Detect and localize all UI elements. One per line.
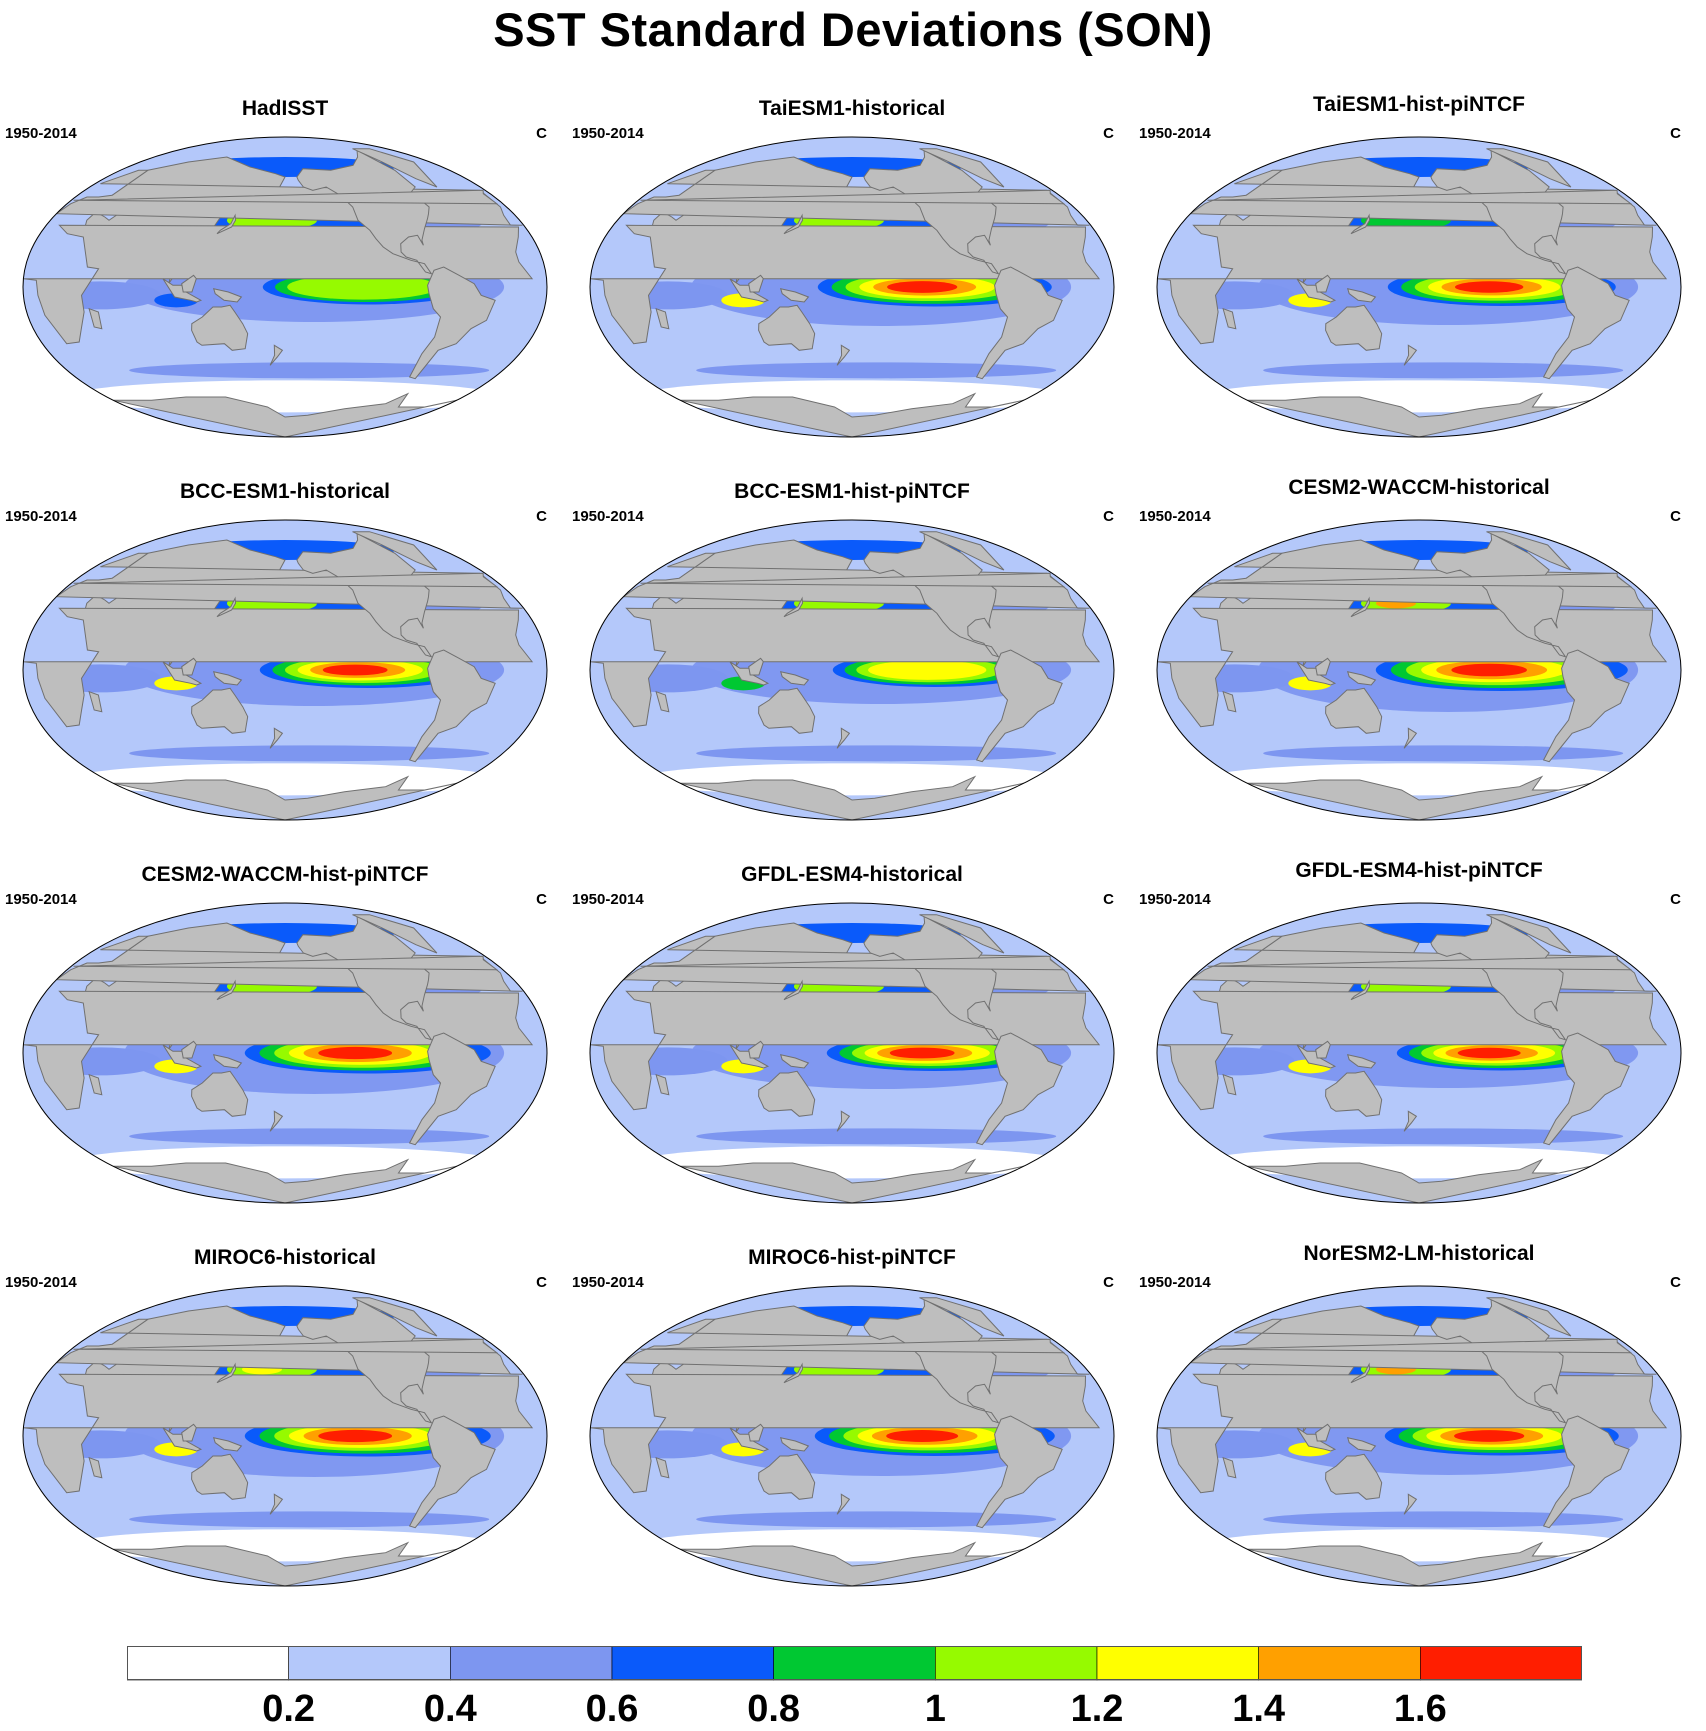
world-map: [22, 902, 548, 1204]
map-panel: TaiESM1-historical 1950-2014 C: [572, 97, 1132, 477]
panel-units-label: C: [1670, 891, 1681, 908]
panel-period-label: 1950-2014: [5, 1274, 77, 1291]
world-map: [22, 1285, 548, 1587]
world-map: [589, 902, 1115, 1204]
panel-units-label: C: [1103, 125, 1114, 142]
panel-title: MIROC6-historical: [193, 1246, 377, 1269]
sst-field: [1157, 137, 1681, 437]
map-panel: GFDL-ESM4-historical 1950-2014 C: [572, 863, 1132, 1243]
panel-title: CESM2-WACCM-historical: [1288, 476, 1550, 499]
sst-field: [23, 1286, 547, 1586]
colorbar: [127, 1646, 1582, 1681]
world-map: [1156, 1285, 1682, 1587]
main-title: SST Standard Deviations (SON): [493, 3, 1213, 56]
colorbar-bin: [127, 1646, 289, 1681]
world-map: [589, 1285, 1115, 1587]
colorbar-bin: [611, 1646, 774, 1681]
sst-field: [23, 903, 547, 1203]
sst-field: [590, 903, 1114, 1203]
map-panel: BCC-ESM1-historical 1950-2014 C: [5, 480, 565, 860]
map-panel: MIROC6-hist-piNTCF 1950-2014 C: [572, 1246, 1132, 1626]
colorbar-bin: [773, 1646, 936, 1681]
colorbar-tick-label: 1: [924, 1688, 946, 1730]
panel-period-label: 1950-2014: [572, 1274, 644, 1291]
panel-units-label: C: [1670, 1274, 1681, 1291]
map-panel: HadISST 1950-2014 C: [5, 97, 565, 477]
colorbar-tick-label: 0.4: [423, 1688, 477, 1730]
panel-period-label: 1950-2014: [1139, 508, 1211, 525]
panel-units-label: C: [1670, 508, 1681, 525]
panel-units-label: C: [536, 891, 547, 908]
panel-units-label: C: [536, 125, 547, 142]
panel-title: CESM2-WACCM-hist-piNTCF: [141, 863, 429, 886]
panel-period-label: 1950-2014: [5, 508, 77, 525]
world-map: [22, 136, 548, 438]
map-panel: NorESM2-LM-historical 1950-2014 C: [1139, 1242, 1699, 1626]
sst-field: [1157, 520, 1681, 820]
colorbar-bin: [1096, 1646, 1259, 1681]
sst-field: [1157, 903, 1681, 1203]
colorbar-bin: [1258, 1646, 1421, 1681]
colorbar-bin: [935, 1646, 1098, 1681]
map-panel: GFDL-ESM4-hist-piNTCF 1950-2014 C: [1139, 859, 1699, 1243]
sst-field: [1157, 1286, 1681, 1586]
colorbar-tick-label: 0.6: [585, 1688, 639, 1730]
panel-period-label: 1950-2014: [572, 125, 644, 142]
map-panel: TaiESM1-hist-piNTCF 1950-2014 C: [1139, 93, 1699, 477]
panel-units-label: C: [1103, 508, 1114, 525]
world-map: [1156, 902, 1682, 1204]
world-map: [589, 519, 1115, 821]
panel-period-label: 1950-2014: [1139, 891, 1211, 908]
world-map: [1156, 136, 1682, 438]
panel-title: TaiESM1-historical: [758, 97, 946, 120]
panel-title: MIROC6-hist-piNTCF: [748, 1246, 956, 1269]
panel-units-label: C: [1103, 1274, 1114, 1291]
map-panel: MIROC6-historical 1950-2014 C: [5, 1246, 565, 1626]
world-map: [589, 136, 1115, 438]
colorbar-bin: [1420, 1646, 1582, 1681]
panel-period-label: 1950-2014: [1139, 125, 1211, 142]
sst-field: [590, 137, 1114, 437]
panel-units-label: C: [536, 1274, 547, 1291]
colorbar-bin: [450, 1646, 613, 1681]
panel-title: NorESM2-LM-historical: [1303, 1242, 1535, 1265]
panel-title: GFDL-ESM4-historical: [741, 863, 963, 886]
panel-title: BCC-ESM1-historical: [179, 480, 391, 503]
colorbar-tick-label: 0.2: [262, 1688, 316, 1730]
panel-title: TaiESM1-hist-piNTCF: [1313, 93, 1525, 116]
colorbar-tick-label: 1.2: [1070, 1688, 1124, 1730]
sst-field: [23, 137, 547, 437]
colorbar-tick-label: 1.4: [1232, 1688, 1286, 1730]
map-panel: BCC-ESM1-hist-piNTCF 1950-2014 C: [572, 480, 1132, 860]
panel-title: HadISST: [241, 97, 329, 120]
map-panel: CESM2-WACCM-hist-piNTCF 1950-2014 C: [5, 863, 565, 1243]
panel-units-label: C: [536, 508, 547, 525]
panel-title: BCC-ESM1-hist-piNTCF: [734, 480, 970, 503]
sst-field: [23, 520, 547, 820]
colorbar-bin: [288, 1646, 451, 1681]
panel-period-label: 1950-2014: [5, 125, 77, 142]
panel-period-label: 1950-2014: [5, 891, 77, 908]
colorbar-tick-label: 1.6: [1393, 1688, 1447, 1730]
world-map: [1156, 519, 1682, 821]
panel-title: GFDL-ESM4-hist-piNTCF: [1295, 859, 1543, 882]
panel-period-label: 1950-2014: [572, 891, 644, 908]
world-map: [22, 519, 548, 821]
sst-field: [590, 520, 1114, 820]
panel-period-label: 1950-2014: [1139, 1274, 1211, 1291]
panel-period-label: 1950-2014: [572, 508, 644, 525]
colorbar-tick-label: 0.8: [747, 1688, 801, 1730]
panel-units-label: C: [1670, 125, 1681, 142]
map-panel: CESM2-WACCM-historical 1950-2014 C: [1139, 476, 1699, 860]
panel-units-label: C: [1103, 891, 1114, 908]
sst-field: [590, 1286, 1114, 1586]
